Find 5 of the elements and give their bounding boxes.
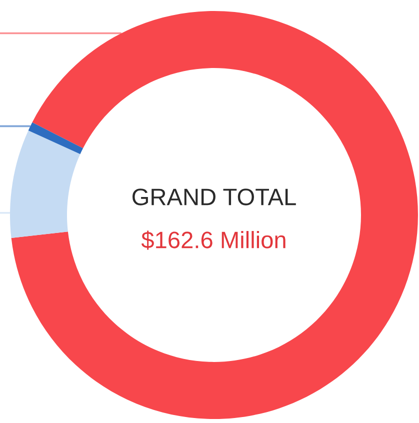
text: GRAND TOTAL [132, 188, 296, 206]
donut-slice [28, 122, 84, 154]
donut-slice [10, 130, 80, 238]
text: $162.6 Million [141, 230, 286, 250]
donut-slice [11, 11, 418, 419]
